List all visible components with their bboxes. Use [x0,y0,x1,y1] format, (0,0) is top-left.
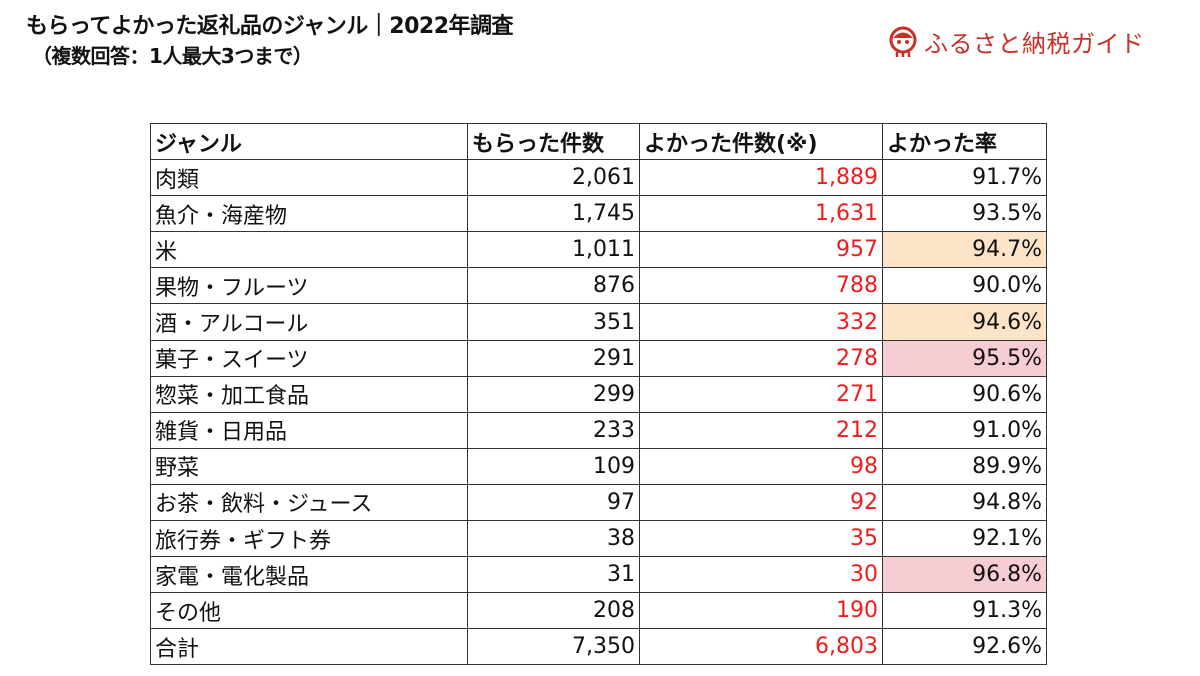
cell-genre: 雑貨・日用品 [150,411,468,449]
cell-received: 31 [467,556,640,594]
furusato-mascot-icon [889,26,917,57]
table-row: 果物・フルーツ 876 788 90.0% [150,267,1047,305]
table-header-row: ジャンル もらった件数 よかった件数(※) よかった率 [150,122,1047,161]
column-header-good: よかった件数(※) [639,122,883,161]
cell-rate: 93.5% [882,195,1047,233]
table-row: 肉類 2,061 1,889 91.7% [150,159,1047,197]
cell-genre: 魚介・海産物 [150,195,468,233]
cell-rate: 91.3% [882,592,1047,630]
cell-received: 97 [467,483,640,522]
brand-logo: ふるさと納税ガイド [888,24,1145,59]
cell-genre: 果物・フルーツ [150,267,468,305]
cell-rate: 89.9% [882,447,1047,485]
table-row: 米 1,011 957 94.7% [150,231,1047,269]
column-header-genre: ジャンル [150,122,468,161]
table-body: 肉類 2,061 1,889 91.7% 魚介・海産物 1,745 1,631 93.5% 米 1… [150,159,1047,666]
column-header-rate: よかった率 [882,122,1047,161]
cell-rate: 90.0% [882,267,1047,305]
cell-received: 38 [467,520,640,558]
cell-good: 332 [639,303,883,341]
cell-good: 30 [639,556,883,594]
cell-received: 7,350 [467,628,640,666]
cell-rate: 92.1% [882,520,1047,558]
cell-genre: 家電・電化製品 [150,556,468,594]
cell-good: 190 [639,592,883,630]
cell-received: 109 [467,447,640,485]
table-row: 酒・アルコール 351 332 94.6% [150,303,1047,341]
cell-rate: 94.6% [882,303,1047,341]
cell-rate: 90.6% [882,375,1047,413]
cell-good: 957 [639,231,883,269]
cell-received: 351 [467,303,640,341]
table-row: その他 208 190 91.3% [150,592,1047,630]
table-row: 旅行券・ギフト券 38 35 92.1% [150,520,1047,558]
cell-genre: その他 [150,592,468,630]
cell-good: 1,889 [639,159,883,197]
genre-table: ジャンル もらった件数 よかった件数(※) よかった率 肉類 2,061 1,889… [150,122,1047,666]
cell-good: 788 [639,267,883,305]
brand-name: ふるさと納税ガイド [924,30,1145,58]
cell-good: 98 [639,447,883,485]
column-header-received: もらった件数 [467,122,640,161]
cell-good: 92 [639,483,883,522]
cell-rate: 96.8% [882,556,1047,594]
table-row: 菓子・スイーツ 291 278 95.5% [150,339,1047,377]
cell-genre: 米 [150,231,468,269]
cell-good: 271 [639,375,883,413]
cell-received: 299 [467,375,640,413]
page-title: もらってよかった返礼品のジャンル｜2022年調査 [26,14,514,39]
table-row: 合計 7,350 6,803 92.6% [150,628,1047,666]
page-subtitle: （複数回答：1人最大3つまで） [32,44,313,68]
cell-rate: 95.5% [882,339,1047,377]
cell-genre: 酒・アルコール [150,303,468,341]
cell-received: 1,745 [467,195,640,233]
cell-good: 278 [639,339,883,377]
cell-rate: 94.8% [882,483,1047,522]
cell-received: 876 [467,267,640,305]
table-row: 家電・電化製品 31 30 96.8% [150,556,1047,594]
table-row: 惣菜・加工食品 299 271 90.6% [150,375,1047,413]
cell-received: 208 [467,592,640,630]
cell-good: 212 [639,411,883,449]
cell-genre: 惣菜・加工食品 [150,375,468,413]
cell-rate: 94.7% [882,231,1047,269]
cell-genre: お茶・飲料・ジュース [150,483,468,522]
cell-good: 35 [639,520,883,558]
table-row: お茶・飲料・ジュース 97 92 94.8% [150,483,1047,522]
cell-good: 6,803 [639,628,883,666]
cell-genre: 菓子・スイーツ [150,339,468,377]
title-block: もらってよかった返礼品のジャンル｜2022年調査 （複数回答：1人最大3つまで） [26,12,514,70]
table-row: 雑貨・日用品 233 212 91.0% [150,411,1047,449]
cell-received: 233 [467,411,640,449]
cell-rate: 91.0% [882,411,1047,449]
cell-received: 1,011 [467,231,640,269]
table-row: 野菜 109 98 89.9% [150,447,1047,485]
cell-good: 1,631 [639,195,883,233]
cell-genre: 肉類 [150,159,468,197]
cell-rate: 91.7% [882,159,1047,197]
table-row: 魚介・海産物 1,745 1,631 93.5% [150,195,1047,233]
cell-genre: 野菜 [150,447,468,485]
cell-genre: 旅行券・ギフト券 [150,520,468,558]
cell-rate: 92.6% [882,628,1047,666]
cell-received: 291 [467,339,640,377]
cell-received: 2,061 [467,159,640,197]
cell-genre: 合計 [150,628,468,666]
